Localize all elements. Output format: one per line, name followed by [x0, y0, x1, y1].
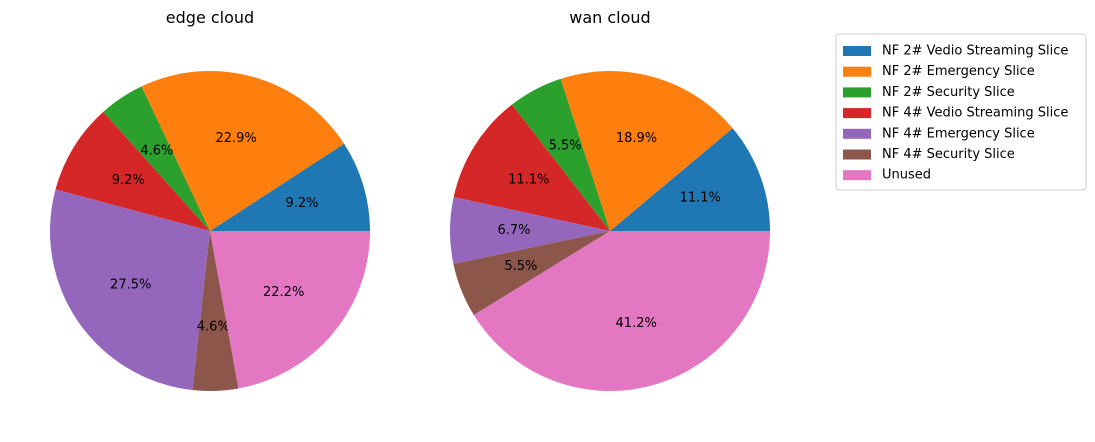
- slice-percent-label: 6.7%: [497, 223, 530, 238]
- legend-item-nf-4-security-slice: NF 4# Security Slice: [843, 147, 1015, 162]
- legend: NF 2# Vedio Streaming Slice NF 2# Emergen…: [835, 33, 1087, 191]
- pies-group: edge cloud 9.2% 22.9% 4.6% 9.2% 27.5% 4.6% 22.2…: [50, 8, 770, 392]
- pie-slice-nf-2-emergency-slice: [141, 70, 345, 232]
- pie-slice-nf-2-security-slice: [511, 78, 610, 231]
- pie-slice-nf-4-security-slice: [453, 231, 610, 316]
- pie-slice-nf-4-emergency-slice: [450, 197, 610, 264]
- pie-slice-unused: [210, 231, 370, 389]
- pie-slice-nf-4-vedio-streaming-slice: [55, 111, 210, 231]
- legend-item-unused: Unused: [843, 168, 931, 183]
- slice-percent-label: 27.5%: [110, 278, 151, 293]
- legend-item-nf-2-emergency-slice: NF 2# Emergency Slice: [843, 64, 1035, 79]
- legend-label: NF 2# Security Slice: [882, 85, 1015, 100]
- slice-percent-label: 22.2%: [263, 285, 304, 300]
- pie-slice-nf-4-emergency-slice: [50, 189, 210, 391]
- legend-item-nf-4-vedio-streaming-slice: NF 4# Vedio Streaming Slice: [843, 106, 1068, 121]
- legend-swatch: [843, 108, 871, 119]
- legend-label: Unused: [882, 168, 931, 183]
- legend-item-nf-2-security-slice: NF 2# Security Slice: [843, 85, 1015, 100]
- legend-label: NF 4# Emergency Slice: [882, 126, 1035, 141]
- pie-slice-nf-2-emergency-slice: [560, 70, 733, 231]
- legend-swatch: [843, 128, 871, 139]
- legend-label: NF 2# Vedio Streaming Slice: [882, 44, 1068, 59]
- pie-slice-unused: [473, 231, 770, 392]
- pie-slice-nf-4-vedio-streaming-slice: [453, 104, 610, 231]
- chart-title: wan cloud: [569, 8, 650, 27]
- legend-swatch: [843, 87, 871, 98]
- pie-edge-cloud: edge cloud 9.2% 22.9% 4.6% 9.2% 27.5% 4.6% 22.2…: [50, 8, 371, 392]
- legend-swatch: [843, 149, 871, 160]
- pie-slice-nf-2-security-slice: [103, 86, 210, 231]
- slice-percent-label: 5.5%: [549, 139, 582, 154]
- legend-label: NF 4# Vedio Streaming Slice: [882, 106, 1068, 121]
- slice-percent-label: 11.1%: [680, 191, 721, 206]
- legend-swatch: [843, 46, 871, 56]
- legend-label: NF 4# Security Slice: [882, 147, 1015, 162]
- chart-title: edge cloud: [166, 8, 254, 27]
- legend-swatch: [843, 66, 871, 77]
- pie-wan-cloud: wan cloud 11.1% 18.9% 5.5% 11.1% 6.7% 5.5% 41.2…: [450, 8, 770, 392]
- slice-percent-label: 4.6%: [140, 144, 173, 159]
- legend-item-nf-4-emergency-slice: NF 4# Emergency Slice: [843, 126, 1035, 141]
- pie-slice-nf-2-vedio-streaming-slice: [610, 128, 770, 231]
- slice-percent-label: 9.2%: [286, 196, 319, 211]
- slice-percent-label: 41.2%: [616, 316, 657, 331]
- legend-frame: [835, 33, 1087, 191]
- slice-percent-label: 4.6%: [197, 319, 230, 334]
- slice-percent-label: 18.9%: [616, 131, 657, 146]
- legend-swatch: [843, 170, 871, 181]
- legend-label: NF 2# Emergency Slice: [882, 64, 1035, 79]
- slice-percent-label: 5.5%: [504, 259, 537, 274]
- slice-percent-label: 9.2%: [112, 173, 145, 188]
- slice-percent-label: 11.1%: [508, 172, 549, 187]
- pie-slice-nf-2-vedio-streaming-slice: [210, 143, 371, 231]
- pie-slice-nf-4-security-slice: [192, 231, 239, 392]
- slice-percent-label: 22.9%: [215, 131, 256, 146]
- legend-item-nf-2-vedio-streaming-slice: NF 2# Vedio Streaming Slice: [843, 44, 1068, 59]
